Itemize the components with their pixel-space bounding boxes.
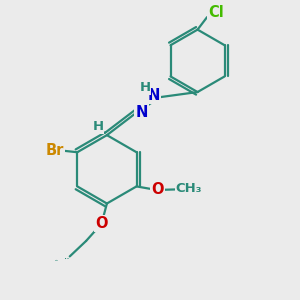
Text: N: N <box>148 88 160 103</box>
Text: Br: Br <box>45 142 64 158</box>
Text: N: N <box>136 105 148 120</box>
Text: methoxy: methoxy <box>188 189 194 190</box>
Text: O: O <box>151 182 164 197</box>
Text: methyl: methyl <box>181 188 185 189</box>
Text: H: H <box>140 81 151 94</box>
Text: Cl: Cl <box>208 5 224 20</box>
Text: O: O <box>95 216 108 231</box>
Text: CH₂CH₃: CH₂CH₃ <box>64 258 70 259</box>
Text: CH₃: CH₃ <box>176 182 202 195</box>
Text: H: H <box>92 120 104 133</box>
Text: ethyl: ethyl <box>55 259 59 261</box>
